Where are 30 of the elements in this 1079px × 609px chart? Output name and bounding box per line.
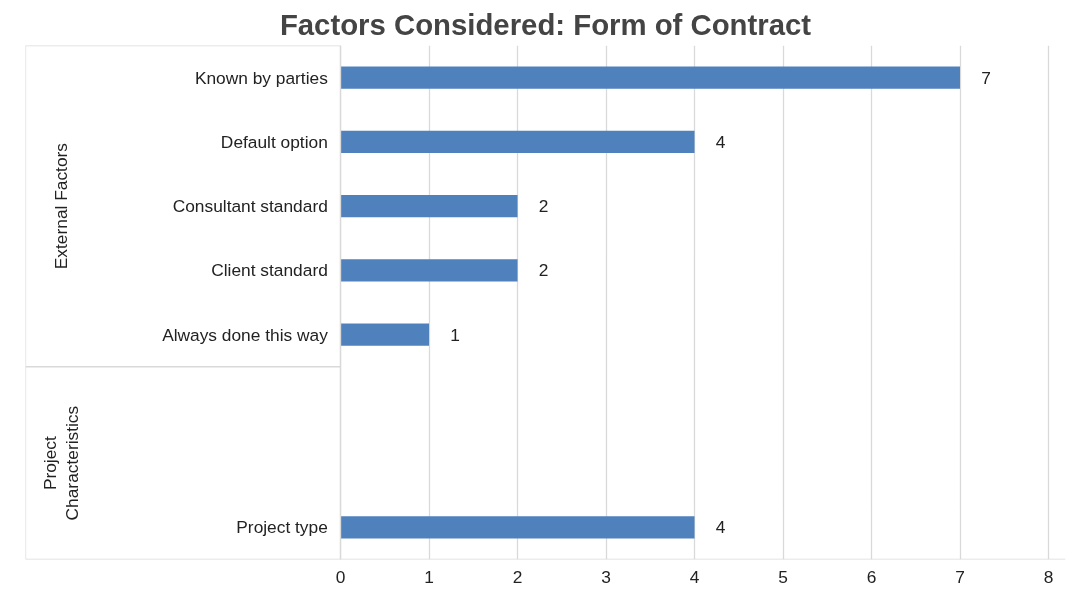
y-tick-label: Client standard — [211, 260, 328, 281]
data-label: 2 — [538, 260, 549, 281]
x-tick-label: 2 — [512, 566, 523, 587]
y-tick-label: Default option — [220, 131, 328, 152]
data-label: 4 — [715, 517, 726, 538]
bar — [340, 259, 518, 282]
bar — [340, 194, 518, 218]
x-tick-label: 1 — [424, 566, 434, 587]
x-tick-label: 3 — [601, 566, 611, 587]
y-tick-label: Consultant standard — [172, 196, 328, 217]
y-tick-label: Always done this way — [162, 324, 329, 345]
data-label: 7 — [981, 67, 991, 88]
y-tick-label: Known by parties — [194, 67, 329, 88]
x-tick-label: 6 — [866, 566, 877, 587]
data-label: 2 — [538, 196, 549, 217]
text: Project Characteristics — [39, 405, 82, 521]
data-label: 4 — [715, 131, 726, 152]
x-tick-label: 4 — [689, 566, 700, 587]
bar — [340, 66, 961, 89]
x-tick-label: 5 — [778, 566, 788, 587]
bar — [340, 130, 695, 154]
text: External Factors — [50, 142, 71, 270]
x-tick-label: 7 — [955, 566, 965, 587]
data-label: 1 — [450, 324, 460, 345]
bar — [340, 516, 695, 539]
x-tick-label: 8 — [1043, 566, 1054, 587]
x-tick-label: 0 — [335, 566, 346, 587]
chart-title: Factors Considered: Form of Contract — [279, 7, 812, 41]
bar — [340, 323, 430, 346]
y-tick-label: Project type — [236, 517, 328, 538]
